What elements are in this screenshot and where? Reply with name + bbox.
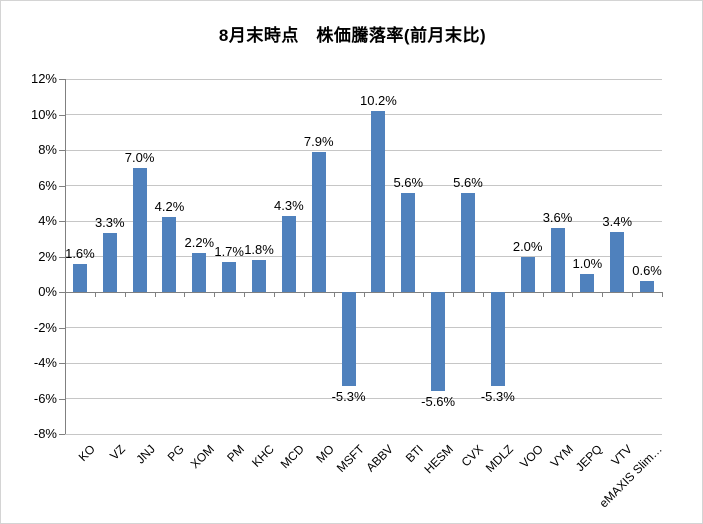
bar-MO[interactable] xyxy=(311,151,326,292)
gridline xyxy=(65,185,662,186)
gridline xyxy=(65,433,662,435)
value-label: 3.4% xyxy=(602,213,633,229)
x-axis-tick xyxy=(632,292,634,297)
value-label: 2.0% xyxy=(512,238,543,254)
y-axis-label: -6% xyxy=(33,390,57,406)
bar-PM[interactable] xyxy=(222,261,237,292)
value-label: 3.3% xyxy=(94,215,125,231)
y-axis-tick xyxy=(59,327,65,329)
x-axis-tick xyxy=(453,292,455,297)
y-axis-label: 8% xyxy=(38,142,57,157)
value-label: -5.3% xyxy=(331,389,366,405)
value-label: 4.3% xyxy=(274,197,304,213)
value-label: 1.7% xyxy=(214,243,244,259)
x-axis-tick xyxy=(363,292,365,297)
gridline xyxy=(65,398,662,399)
value-label: 7.9% xyxy=(303,133,334,149)
y-axis-tick xyxy=(59,292,65,293)
y-axis-line xyxy=(65,79,66,434)
gridline xyxy=(65,114,662,115)
y-axis-tick xyxy=(59,114,65,116)
chart-title: 8月末時点 株価騰落率(前月末比) xyxy=(218,26,487,45)
y-axis-label: 12% xyxy=(30,71,57,86)
y-axis-label: -8% xyxy=(33,426,57,441)
value-label: 7.0% xyxy=(124,149,155,165)
x-axis-tick xyxy=(273,292,275,297)
bar-BTI[interactable] xyxy=(401,192,416,292)
gridline xyxy=(65,362,662,364)
bar-VTV[interactable] xyxy=(610,231,625,292)
value-label: 4.2% xyxy=(154,199,185,215)
bar-JEPQ[interactable] xyxy=(580,274,595,292)
bar-VZ[interactable] xyxy=(102,233,117,292)
y-axis-label: -2% xyxy=(33,319,57,335)
bar-KHC[interactable] xyxy=(252,260,267,292)
bar-HESM[interactable] xyxy=(431,292,446,392)
bar-ABBV[interactable] xyxy=(371,110,386,292)
x-axis-tick xyxy=(482,292,484,297)
y-axis-tick xyxy=(59,150,65,151)
x-axis-tick xyxy=(303,292,305,297)
x-axis-tick xyxy=(542,292,544,297)
y-axis-tick xyxy=(59,256,65,258)
bar-MDLZ[interactable] xyxy=(490,292,505,387)
x-axis-tick xyxy=(572,292,574,297)
x-axis-tick xyxy=(333,292,335,297)
x-axis-tick xyxy=(94,292,96,297)
y-axis-tick xyxy=(59,221,65,222)
x-axis-tick xyxy=(124,292,126,297)
x-axis-tick xyxy=(602,292,604,297)
value-label: 1.0% xyxy=(572,256,603,272)
gridline xyxy=(65,149,662,151)
bar-MCD[interactable] xyxy=(281,215,296,292)
value-label: 1.8% xyxy=(244,242,274,258)
value-label: 1.6% xyxy=(65,245,95,261)
bar-KO[interactable] xyxy=(72,263,87,292)
y-axis-label: 2% xyxy=(38,248,57,264)
x-axis-tick xyxy=(512,292,514,297)
bar-CVX[interactable] xyxy=(460,192,475,292)
value-label: 10.2% xyxy=(359,92,397,108)
value-label: 0.6% xyxy=(632,263,662,279)
bar-XOM[interactable] xyxy=(192,252,207,292)
y-axis-label: 6% xyxy=(38,177,57,193)
gridline xyxy=(65,327,662,328)
y-axis-tick xyxy=(59,363,65,364)
x-axis-tick xyxy=(154,292,156,297)
gridline xyxy=(65,220,662,222)
y-axis-tick xyxy=(59,79,65,80)
value-label: 3.6% xyxy=(542,210,573,226)
y-axis-label: 0% xyxy=(38,284,57,299)
y-axis-tick xyxy=(59,434,65,435)
bar-PG[interactable] xyxy=(162,217,177,292)
value-label: 5.6% xyxy=(393,174,424,190)
y-axis-tick xyxy=(59,185,65,187)
x-axis-tick xyxy=(244,292,246,297)
bar-VOO[interactable] xyxy=(520,256,535,292)
x-axis-tick xyxy=(65,292,66,297)
x-axis-tick xyxy=(393,292,395,297)
value-label: 2.2% xyxy=(184,234,215,250)
x-axis-tick xyxy=(214,292,216,297)
y-axis-label: 10% xyxy=(30,106,57,122)
value-label: -5.6% xyxy=(421,394,456,410)
gridline xyxy=(65,256,662,257)
value-label: -5.3% xyxy=(480,389,515,405)
y-axis-label: -4% xyxy=(33,355,57,370)
x-axis-tick xyxy=(662,292,663,297)
x-axis-tick xyxy=(423,292,425,297)
x-axis-tick xyxy=(184,292,186,297)
gridline xyxy=(65,78,662,80)
y-axis-label: 4% xyxy=(38,213,57,228)
bar-MSFT[interactable] xyxy=(341,292,356,387)
y-axis-tick xyxy=(59,398,65,400)
value-label: 5.6% xyxy=(453,174,483,190)
bar-eMAXIS Slim…[interactable] xyxy=(640,281,655,292)
bar-VYM[interactable] xyxy=(550,228,565,292)
bar-JNJ[interactable] xyxy=(132,167,147,292)
